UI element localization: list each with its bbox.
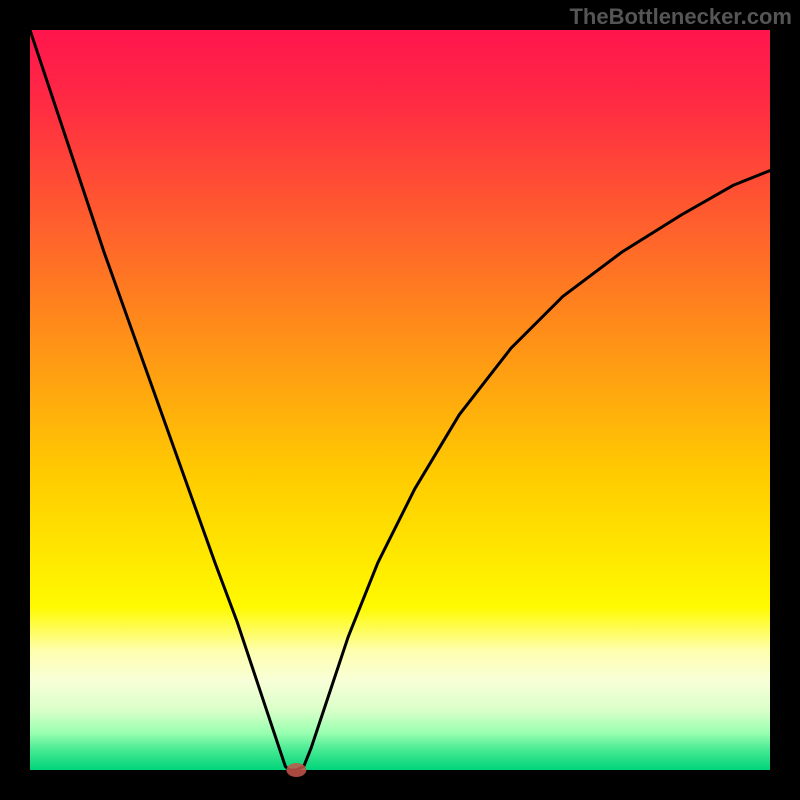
- optimal-marker: [286, 763, 306, 777]
- watermark-text: TheBottlenecker.com: [569, 4, 792, 30]
- chart-container: TheBottlenecker.com: [0, 0, 800, 800]
- plot-background: [30, 30, 770, 770]
- bottleneck-chart: [0, 0, 800, 800]
